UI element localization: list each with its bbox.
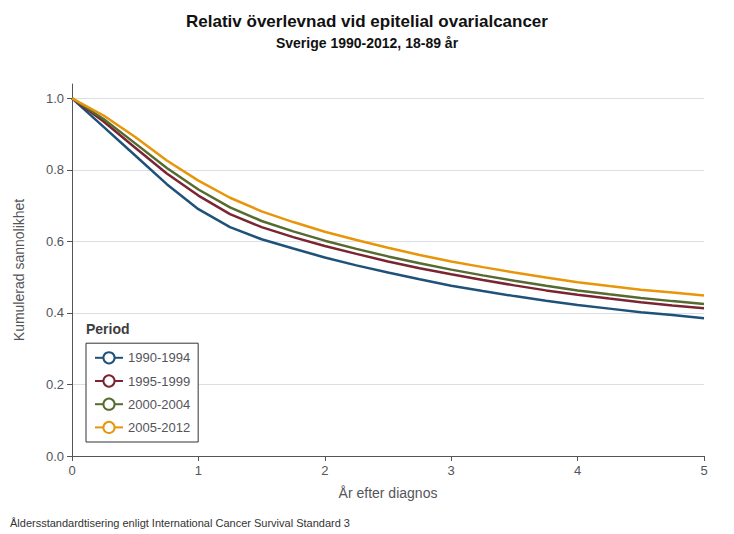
- svg-text:2000-2004: 2000-2004: [128, 397, 190, 412]
- svg-text:Relativ överlevnad vid epiteli: Relativ överlevnad vid epitelial ovarial…: [186, 12, 548, 31]
- svg-text:2: 2: [321, 463, 328, 478]
- svg-text:0.8: 0.8: [46, 162, 64, 177]
- svg-text:0.6: 0.6: [46, 234, 64, 249]
- svg-text:Kumulerad sannolikhet: Kumulerad sannolikhet: [11, 199, 27, 342]
- svg-text:1: 1: [195, 463, 202, 478]
- svg-text:1.0: 1.0: [46, 91, 64, 106]
- svg-text:3: 3: [448, 463, 455, 478]
- svg-text:1995-1999: 1995-1999: [128, 374, 190, 389]
- svg-text:År efter diagnos: År efter diagnos: [339, 485, 438, 501]
- svg-text:5: 5: [700, 463, 707, 478]
- svg-text:0.2: 0.2: [46, 377, 64, 392]
- svg-text:Sverige 1990-2012, 18-89 år: Sverige 1990-2012, 18-89 år: [276, 35, 459, 51]
- svg-text:1990-1994: 1990-1994: [128, 350, 190, 365]
- svg-text:2005-2012: 2005-2012: [128, 420, 190, 435]
- svg-text:4: 4: [574, 463, 581, 478]
- svg-text:Period: Period: [86, 321, 130, 337]
- svg-text:0.4: 0.4: [46, 305, 64, 320]
- svg-text:Åldersstandardtisering enligt: Åldersstandardtisering enligt Internatio…: [10, 517, 350, 529]
- svg-text:0.0: 0.0: [46, 449, 64, 464]
- svg-text:0: 0: [68, 463, 75, 478]
